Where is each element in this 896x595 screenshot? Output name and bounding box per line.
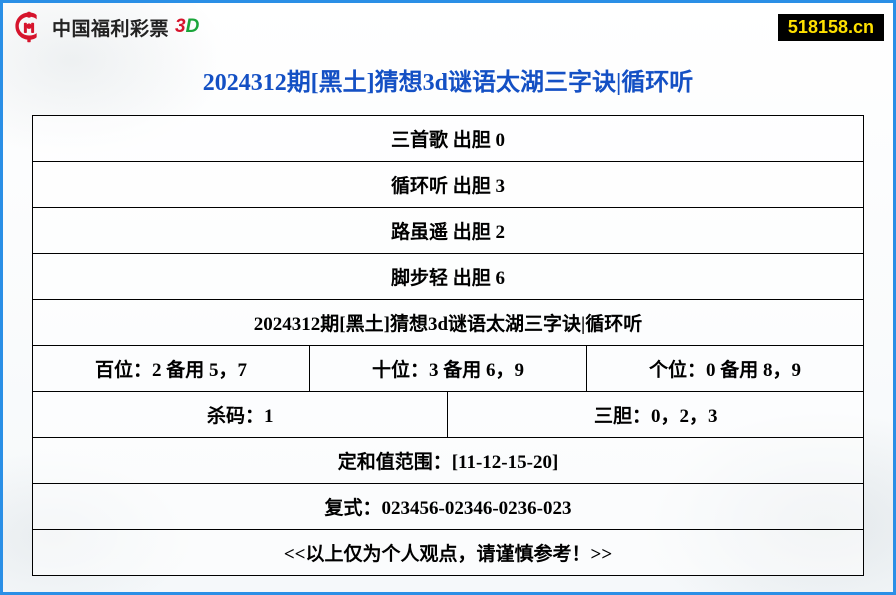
cell-clue-2: 循环听 出胆 3 xyxy=(33,162,864,208)
brand-3: 3 xyxy=(175,16,186,37)
cell-sum-range: 定和值范围：[11-12-15-20] xyxy=(33,438,864,484)
brand-text: 中国福利彩票 xyxy=(52,14,169,41)
table-row: 三首歌 出胆 0 xyxy=(33,116,864,162)
brand: 中国福利彩票 3D xyxy=(12,10,199,44)
cell-fushi: 复式：023456-02346-0236-023 xyxy=(33,484,864,530)
cell-bai: 百位：2 备用 5，7 xyxy=(33,346,310,392)
site-badge: 518158.cn xyxy=(778,14,884,41)
table-row: 路虽遥 出胆 2 xyxy=(33,208,864,254)
cell-ge: 个位：0 备用 8，9 xyxy=(586,346,863,392)
cell-clue-3: 路虽遥 出胆 2 xyxy=(33,208,864,254)
cell-clue-4: 脚步轻 出胆 6 xyxy=(33,254,864,300)
table-row: <<以上仅为个人观点，请谨慎参考！>> xyxy=(33,530,864,576)
table-row: 循环听 出胆 3 xyxy=(33,162,864,208)
table-row: 2024312期[黑土]猜想3d谜语太湖三字诀|循环听 xyxy=(33,300,864,346)
table-row: 复式：023456-02346-0236-023 xyxy=(33,484,864,530)
cell-clue-1: 三首歌 出胆 0 xyxy=(33,116,864,162)
table-row: 脚步轻 出胆 6 xyxy=(33,254,864,300)
cell-disclaimer: <<以上仅为个人观点，请谨慎参考！>> xyxy=(33,530,864,576)
page-title: 2024312期[黑土]猜想3d谜语太湖三字诀|循环听 xyxy=(0,48,896,115)
cell-shama: 杀码：1 xyxy=(33,392,448,438)
table-row: 百位：2 备用 5，7 十位：3 备用 6，9 个位：0 备用 8，9 xyxy=(33,346,864,392)
cell-sandan: 三胆：0，2，3 xyxy=(448,392,864,438)
table-row: 定和值范围：[11-12-15-20] xyxy=(33,438,864,484)
brand-d: D xyxy=(186,16,200,37)
cell-subtitle: 2024312期[黑土]猜想3d谜语太湖三字诀|循环听 xyxy=(33,300,864,346)
prediction-table: 三首歌 出胆 0 循环听 出胆 3 路虽遥 出胆 2 脚步轻 出胆 6 2024… xyxy=(32,115,864,576)
brand-3d: 3D xyxy=(175,16,199,38)
header: 中国福利彩票 3D 518158.cn xyxy=(0,0,896,48)
lottery-logo-icon xyxy=(12,10,46,44)
table-row: 杀码：1 三胆：0，2，3 xyxy=(33,392,864,438)
cell-shi: 十位：3 备用 6，9 xyxy=(310,346,587,392)
